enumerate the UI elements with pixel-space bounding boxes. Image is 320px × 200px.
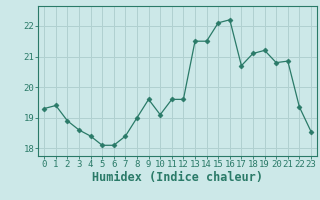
- X-axis label: Humidex (Indice chaleur): Humidex (Indice chaleur): [92, 171, 263, 184]
